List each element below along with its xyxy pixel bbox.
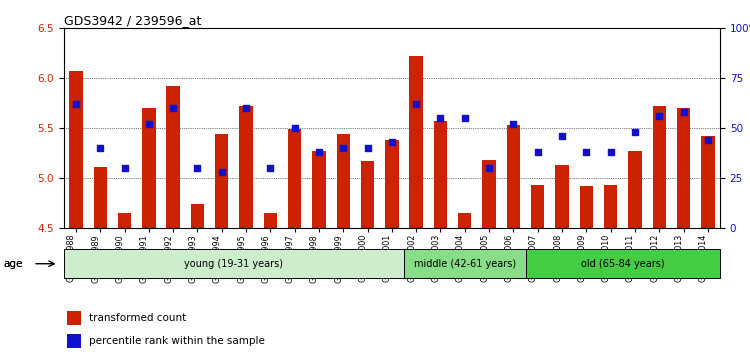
Bar bbox=[215, 134, 229, 228]
Point bbox=[264, 166, 276, 171]
Point bbox=[629, 130, 641, 135]
Bar bbox=[580, 186, 593, 228]
Text: middle (42-61 years): middle (42-61 years) bbox=[414, 259, 516, 269]
Point bbox=[532, 149, 544, 155]
Bar bbox=[482, 160, 496, 228]
Bar bbox=[337, 134, 350, 228]
FancyBboxPatch shape bbox=[404, 249, 526, 278]
Point bbox=[167, 105, 179, 111]
FancyBboxPatch shape bbox=[526, 249, 720, 278]
Bar bbox=[166, 86, 180, 228]
Text: percentile rank within the sample: percentile rank within the sample bbox=[88, 336, 265, 346]
Bar bbox=[652, 106, 666, 228]
Point bbox=[702, 137, 714, 143]
Bar bbox=[264, 213, 277, 228]
Bar bbox=[433, 121, 447, 228]
Bar bbox=[94, 167, 107, 228]
Bar bbox=[458, 213, 472, 228]
Bar bbox=[288, 129, 302, 228]
Bar bbox=[239, 106, 253, 228]
Bar bbox=[142, 108, 155, 228]
Point bbox=[556, 133, 568, 139]
Point bbox=[289, 126, 301, 131]
Bar bbox=[312, 151, 326, 228]
Bar bbox=[67, 312, 82, 325]
Point bbox=[459, 115, 471, 121]
Point bbox=[653, 114, 665, 119]
Text: age: age bbox=[3, 259, 22, 269]
Point bbox=[508, 121, 520, 127]
Bar bbox=[555, 165, 568, 228]
Point bbox=[240, 105, 252, 111]
Text: GDS3942 / 239596_at: GDS3942 / 239596_at bbox=[64, 14, 201, 27]
Bar bbox=[604, 185, 617, 228]
Point bbox=[94, 145, 106, 151]
Point bbox=[216, 170, 228, 175]
Bar bbox=[628, 151, 641, 228]
Bar bbox=[190, 204, 204, 228]
Point bbox=[483, 166, 495, 171]
Bar bbox=[361, 161, 374, 228]
Point bbox=[338, 145, 350, 151]
Point bbox=[434, 115, 446, 121]
Bar bbox=[67, 334, 82, 348]
Bar bbox=[118, 213, 131, 228]
FancyBboxPatch shape bbox=[64, 249, 404, 278]
Text: old (65-84 years): old (65-84 years) bbox=[581, 259, 664, 269]
Point bbox=[118, 166, 130, 171]
Point bbox=[410, 102, 422, 107]
Point bbox=[386, 139, 398, 145]
Point bbox=[580, 149, 592, 155]
Bar bbox=[676, 108, 690, 228]
Point bbox=[191, 166, 203, 171]
Bar bbox=[386, 140, 398, 228]
Point bbox=[70, 102, 82, 107]
Bar bbox=[69, 71, 82, 228]
Text: young (19-31 years): young (19-31 years) bbox=[184, 259, 284, 269]
Bar bbox=[507, 125, 520, 228]
Text: transformed count: transformed count bbox=[88, 313, 186, 323]
Bar bbox=[701, 136, 715, 228]
Text: age: age bbox=[4, 259, 23, 269]
Point bbox=[677, 109, 689, 115]
Bar bbox=[531, 185, 544, 228]
Point bbox=[142, 121, 154, 127]
Point bbox=[362, 145, 374, 151]
Point bbox=[313, 149, 325, 155]
Bar bbox=[410, 56, 423, 228]
Point bbox=[604, 149, 616, 155]
